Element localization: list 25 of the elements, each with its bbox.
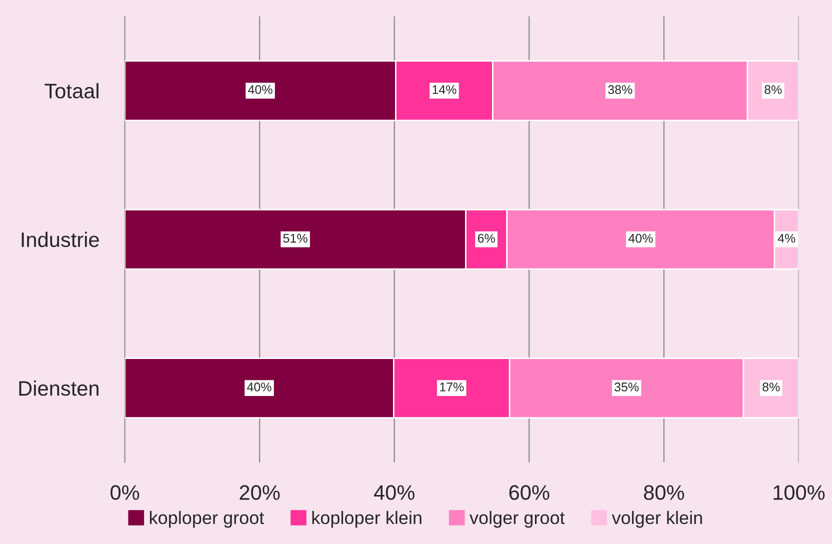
x-tick-label: 80% bbox=[644, 485, 684, 500]
data-label: 14% bbox=[432, 85, 456, 94]
legend-label: koploper klein bbox=[312, 510, 422, 528]
data-label: 4% bbox=[778, 234, 796, 243]
x-tick-label: 100% bbox=[774, 485, 825, 500]
legend-label: volger groot bbox=[470, 510, 565, 528]
data-label: 40% bbox=[247, 382, 272, 392]
data-label: 35% bbox=[614, 382, 639, 392]
x-tick-label: 20% bbox=[240, 485, 280, 500]
y-tick-label: Diensten bbox=[19, 380, 98, 396]
data-label: 8% bbox=[762, 382, 780, 392]
legend-label: volger klein bbox=[612, 510, 702, 528]
x-tick-label: 0% bbox=[110, 485, 140, 500]
legend-label: koploper groot bbox=[150, 510, 264, 528]
y-tick-label: Industrie bbox=[22, 232, 99, 248]
x-tick-label: 60% bbox=[509, 485, 550, 500]
y-tick-label: Totaal bbox=[44, 83, 98, 98]
data-label: 51% bbox=[283, 234, 308, 243]
data-label: 8% bbox=[764, 85, 782, 94]
data-label: 40% bbox=[248, 85, 272, 94]
data-label: 17% bbox=[440, 382, 464, 392]
data-label: 38% bbox=[608, 85, 632, 94]
x-tick-label: 40% bbox=[374, 485, 414, 500]
data-label: 6% bbox=[478, 234, 495, 243]
data-label: 40% bbox=[628, 234, 653, 243]
